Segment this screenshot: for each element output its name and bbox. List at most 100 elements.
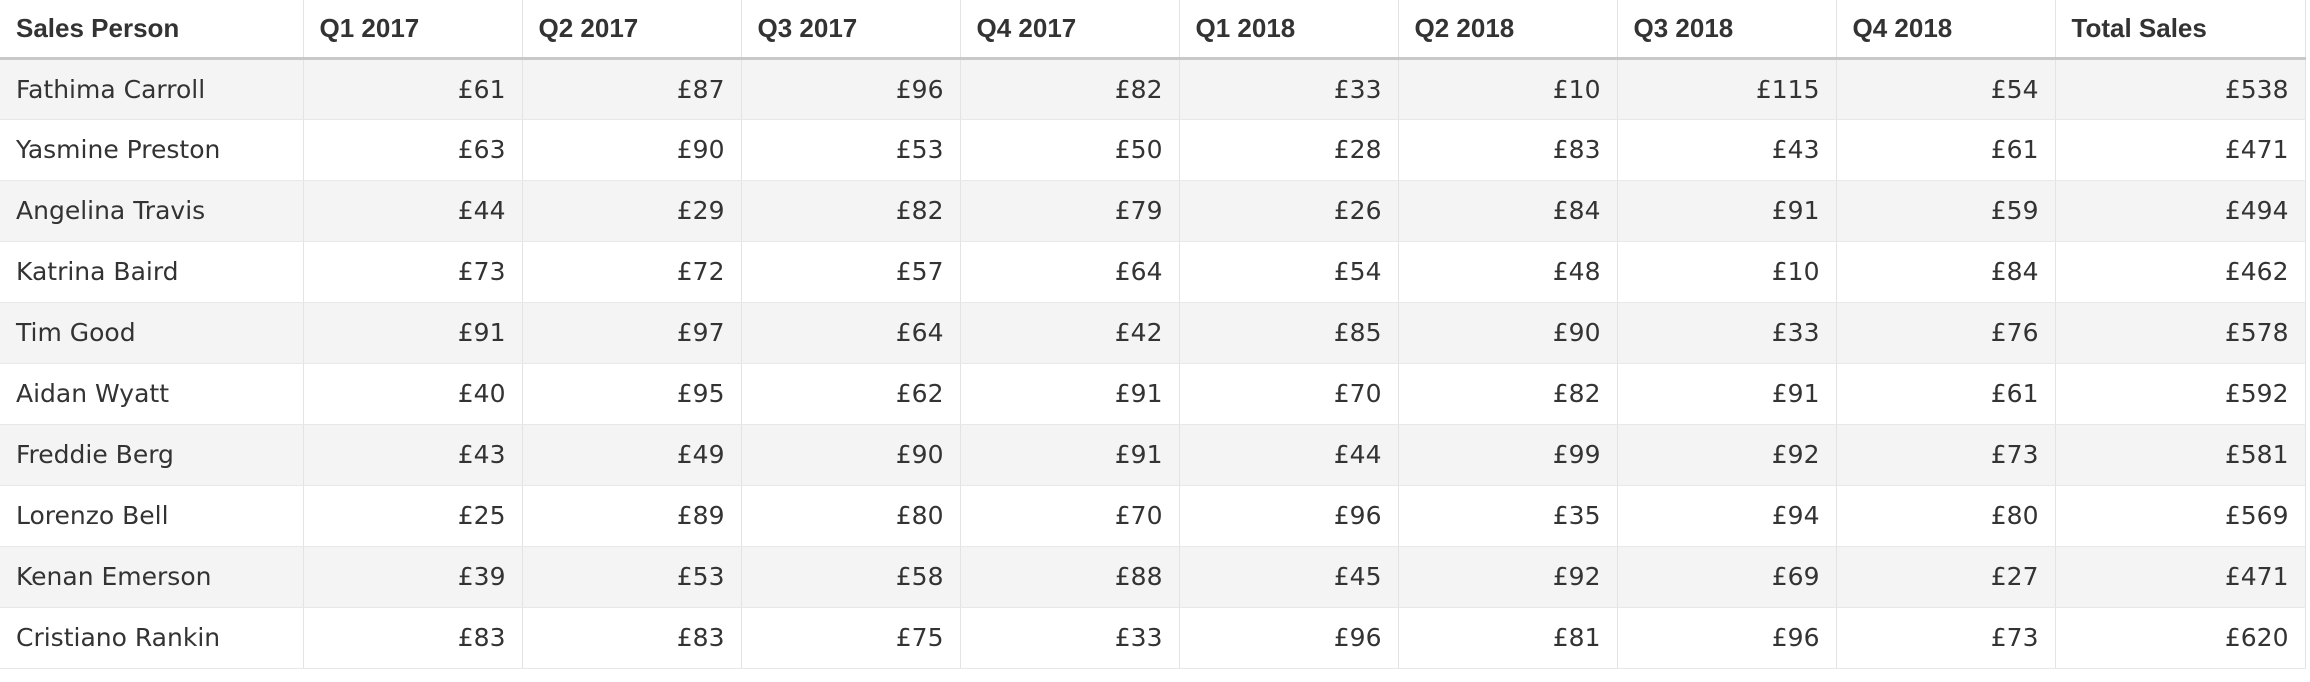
quarter-sales-cell: £26: [1179, 180, 1399, 242]
quarter-sales-cell: £84: [1836, 241, 2056, 303]
quarter-sales-cell: £70: [960, 485, 1180, 547]
quarter-sales-cell: £61: [1836, 363, 2056, 425]
quarter-sales-cell: £96: [1179, 485, 1399, 547]
column-header-q4-2017[interactable]: Q4 2017: [960, 0, 1180, 60]
quarter-sales-cell: £91: [1617, 363, 1837, 425]
column-header-total-sales[interactable]: Total Sales: [2055, 0, 2306, 60]
quarter-sales-cell: £94: [1617, 485, 1837, 547]
total-sales-cell: £620: [2055, 607, 2306, 669]
quarter-sales-cell: £92: [1398, 546, 1618, 608]
column-header-q1-2017[interactable]: Q1 2017: [303, 0, 523, 60]
quarter-sales-cell: £58: [741, 546, 961, 608]
quarter-sales-cell: £69: [1617, 546, 1837, 608]
quarter-sales-cell: £39: [303, 546, 523, 608]
total-sales-cell: £471: [2055, 546, 2306, 608]
quarter-sales-cell: £75: [741, 607, 961, 669]
quarter-sales-cell: £91: [960, 363, 1180, 425]
column-header-q3-2017[interactable]: Q3 2017: [741, 0, 961, 60]
quarter-sales-cell: £61: [303, 58, 523, 120]
quarter-sales-cell: £90: [522, 119, 742, 181]
quarter-sales-cell: £53: [522, 546, 742, 608]
sales-person-cell: Yasmine Preston: [0, 119, 304, 181]
quarter-sales-cell: £40: [303, 363, 523, 425]
sales-table-container: Sales Person Q1 2017 Q2 2017 Q3 2017 Q4 2017…: [0, 0, 2306, 669]
sales-person-cell: Tim Good: [0, 302, 304, 364]
total-sales-cell: £569: [2055, 485, 2306, 547]
quarter-sales-cell: £53: [741, 119, 961, 181]
quarter-sales-cell: £44: [303, 180, 523, 242]
table-row: Kenan Emerson £39 £53 £58 £88 £45 £92 £69 £27 £47…: [0, 546, 2306, 608]
quarter-sales-cell: £70: [1179, 363, 1399, 425]
table-row: Cristiano Rankin £83 £83 £75 £33 £96 £81 £96 £73…: [0, 607, 2306, 669]
quarter-sales-cell: £82: [741, 180, 961, 242]
quarter-sales-cell: £96: [1179, 607, 1399, 669]
quarter-sales-cell: £90: [741, 424, 961, 486]
quarter-sales-cell: £10: [1398, 58, 1618, 120]
quarter-sales-cell: £91: [960, 424, 1180, 486]
quarter-sales-cell: £79: [960, 180, 1180, 242]
table-row: Aidan Wyatt £40 £95 £62 £91 £70 £82 £91 £61 £592: [0, 363, 2306, 425]
column-header-q4-2018[interactable]: Q4 2018: [1836, 0, 2056, 60]
quarter-sales-cell: £73: [303, 241, 523, 303]
table-body: Fathima Carroll £61 £87 £96 £82 £33 £10 £115 £54…: [0, 58, 2306, 669]
quarter-sales-cell: £64: [741, 302, 961, 364]
sales-person-cell: Angelina Travis: [0, 180, 304, 242]
quarter-sales-cell: £95: [522, 363, 742, 425]
quarter-sales-cell: £33: [960, 607, 1180, 669]
quarter-sales-cell: £10: [1617, 241, 1837, 303]
quarter-sales-cell: £44: [1179, 424, 1399, 486]
total-sales-cell: £494: [2055, 180, 2306, 242]
quarter-sales-cell: £89: [522, 485, 742, 547]
quarter-sales-cell: £90: [1398, 302, 1618, 364]
total-sales-cell: £578: [2055, 302, 2306, 364]
quarter-sales-cell: £88: [960, 546, 1180, 608]
quarter-sales-cell: £99: [1398, 424, 1618, 486]
quarter-sales-cell: £83: [303, 607, 523, 669]
quarter-sales-cell: £91: [1617, 180, 1837, 242]
quarter-sales-cell: £45: [1179, 546, 1399, 608]
quarter-sales-cell: £92: [1617, 424, 1837, 486]
quarter-sales-cell: £43: [1617, 119, 1837, 181]
quarter-sales-cell: £61: [1836, 119, 2056, 181]
column-header-q2-2018[interactable]: Q2 2018: [1398, 0, 1618, 60]
total-sales-cell: £592: [2055, 363, 2306, 425]
quarter-sales-cell: £82: [960, 58, 1180, 120]
quarter-sales-cell: £49: [522, 424, 742, 486]
sales-person-cell: Freddie Berg: [0, 424, 304, 486]
table-row: Lorenzo Bell £25 £89 £80 £70 £96 £35 £94 £80 £569: [0, 485, 2306, 547]
quarter-sales-cell: £96: [1617, 607, 1837, 669]
quarter-sales-cell: £80: [1836, 485, 2056, 547]
quarter-sales-cell: £73: [1836, 607, 2056, 669]
quarter-sales-cell: £62: [741, 363, 961, 425]
column-header-q1-2018[interactable]: Q1 2018: [1179, 0, 1399, 60]
table-row: Fathima Carroll £61 £87 £96 £82 £33 £10 £115 £54…: [0, 58, 2306, 120]
column-header-q2-2017[interactable]: Q2 2017: [522, 0, 742, 60]
table-row: Katrina Baird £73 £72 £57 £64 £54 £48 £10 £84 £46…: [0, 241, 2306, 303]
column-header-sales-person[interactable]: Sales Person: [0, 0, 304, 60]
total-sales-cell: £471: [2055, 119, 2306, 181]
quarter-sales-cell: £64: [960, 241, 1180, 303]
quarter-sales-cell: £42: [960, 302, 1180, 364]
quarter-sales-cell: £35: [1398, 485, 1618, 547]
quarter-sales-cell: £33: [1179, 58, 1399, 120]
sales-person-cell: Cristiano Rankin: [0, 607, 304, 669]
quarter-sales-cell: £25: [303, 485, 523, 547]
quarter-sales-cell: £54: [1179, 241, 1399, 303]
quarter-sales-cell: £73: [1836, 424, 2056, 486]
quarter-sales-cell: £82: [1398, 363, 1618, 425]
quarter-sales-cell: £91: [303, 302, 523, 364]
column-header-q3-2018[interactable]: Q3 2018: [1617, 0, 1837, 60]
quarter-sales-cell: £28: [1179, 119, 1399, 181]
sales-person-cell: Katrina Baird: [0, 241, 304, 303]
sales-person-cell: Kenan Emerson: [0, 546, 304, 608]
quarter-sales-cell: £72: [522, 241, 742, 303]
quarter-sales-cell: £115: [1617, 58, 1837, 120]
quarter-sales-cell: £87: [522, 58, 742, 120]
sales-person-cell: Fathima Carroll: [0, 58, 304, 120]
quarter-sales-cell: £48: [1398, 241, 1618, 303]
table-header-row: Sales Person Q1 2017 Q2 2017 Q3 2017 Q4 2017…: [0, 0, 2306, 60]
quarter-sales-cell: £57: [741, 241, 961, 303]
total-sales-cell: £581: [2055, 424, 2306, 486]
quarter-sales-cell: £33: [1617, 302, 1837, 364]
sales-person-cell: Aidan Wyatt: [0, 363, 304, 425]
